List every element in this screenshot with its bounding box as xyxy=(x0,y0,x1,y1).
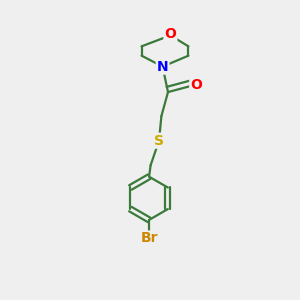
Text: Br: Br xyxy=(140,232,158,245)
Text: O: O xyxy=(190,79,202,92)
Text: N: N xyxy=(157,60,168,74)
Text: O: O xyxy=(164,27,176,41)
Text: S: S xyxy=(154,134,164,148)
